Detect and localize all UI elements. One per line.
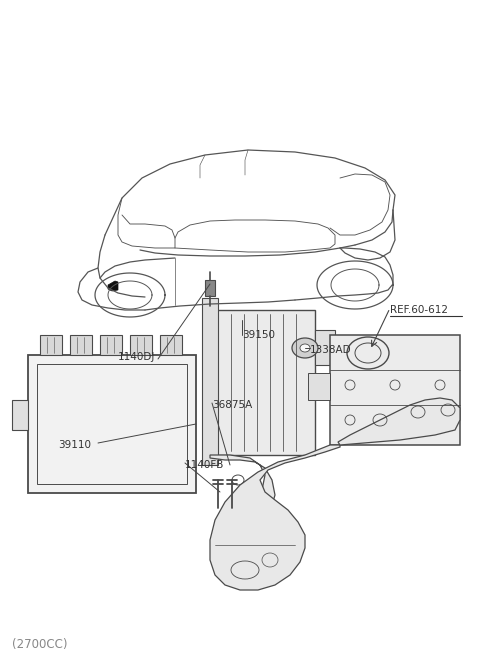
Ellipse shape [300,344,310,352]
Polygon shape [202,298,218,465]
Polygon shape [100,335,122,355]
Text: 1140FB: 1140FB [185,460,224,470]
Polygon shape [70,335,92,355]
Text: 39150: 39150 [242,330,275,340]
Text: 1338AD: 1338AD [310,345,352,355]
Polygon shape [28,355,196,493]
Text: 1140DJ: 1140DJ [118,352,156,362]
Text: REF.60-612: REF.60-612 [390,305,448,315]
Polygon shape [12,400,28,430]
Text: 36875A: 36875A [212,400,252,410]
Polygon shape [40,335,62,355]
Polygon shape [160,335,182,355]
Polygon shape [330,335,460,445]
Text: (2700CC): (2700CC) [12,638,68,651]
Polygon shape [338,398,460,445]
Polygon shape [210,455,275,525]
Polygon shape [130,335,152,355]
Polygon shape [205,280,215,296]
Polygon shape [210,310,315,455]
Polygon shape [315,330,335,365]
Ellipse shape [292,338,318,358]
Text: 39110: 39110 [58,440,91,450]
Polygon shape [108,281,118,291]
Polygon shape [210,445,340,590]
Polygon shape [308,373,330,400]
